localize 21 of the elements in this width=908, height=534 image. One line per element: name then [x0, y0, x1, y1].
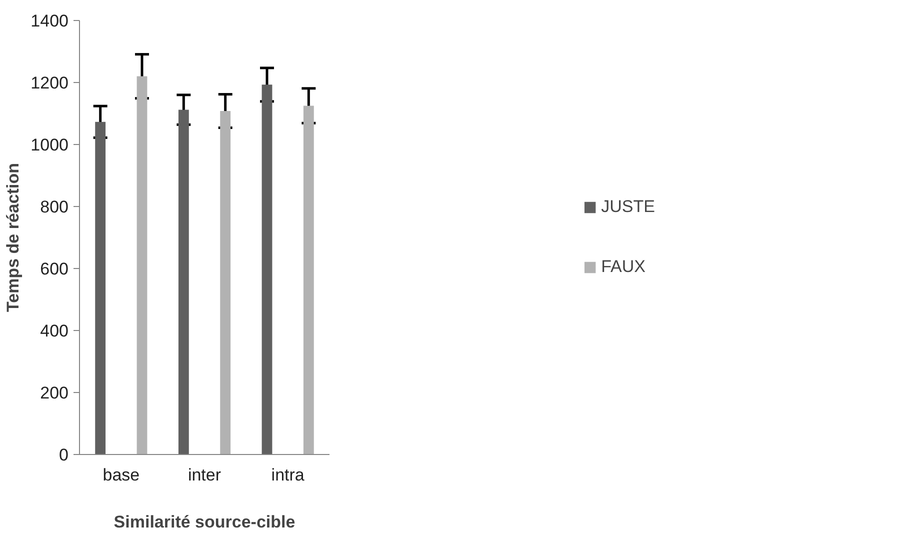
- y-tick-label: 800: [40, 198, 69, 216]
- legend-label: JUSTE: [601, 197, 655, 217]
- x-tick-label: base: [102, 466, 140, 484]
- y-tick-label: 1200: [30, 74, 69, 92]
- y-tick-label: 1400: [30, 12, 69, 30]
- bar: [136, 76, 148, 454]
- bar: [95, 122, 106, 454]
- legend-label: FAUX: [601, 257, 646, 277]
- x-tick-label: inter: [188, 466, 222, 484]
- x-axis-title: Similarité source-cible: [114, 512, 296, 532]
- y-tick-label: 400: [40, 322, 69, 340]
- y-tick-label: 200: [40, 384, 69, 402]
- bar: [303, 106, 314, 454]
- y-axis-title: Temps de réaction: [4, 163, 23, 312]
- y-tick-label: 600: [40, 260, 69, 278]
- y-tick-label: 1000: [30, 136, 69, 154]
- bar: [262, 84, 272, 454]
- bar: [220, 111, 231, 454]
- x-tick-label: intra: [271, 466, 305, 484]
- y-tick-label: 0: [59, 446, 69, 464]
- bar: [178, 110, 189, 454]
